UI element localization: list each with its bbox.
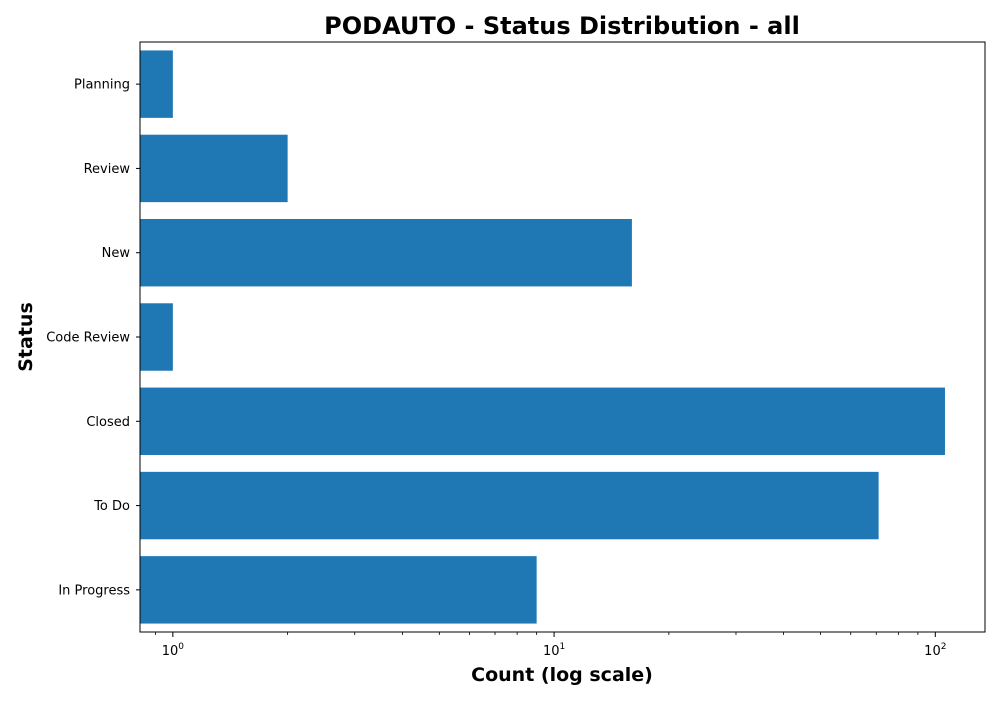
y-tick-label: To Do [93, 499, 130, 514]
x-axis-label: Count (log scale) [471, 664, 653, 686]
bars-layer [140, 50, 945, 624]
bar-review [140, 134, 288, 203]
y-tick-label: Closed [86, 415, 130, 430]
x-tick-label: 100 [162, 642, 185, 659]
y-tick-label: Planning [74, 78, 130, 93]
bar-closed [140, 387, 945, 455]
y-tick-label: In Progress [58, 583, 130, 598]
bar-planning [140, 50, 173, 118]
bar-to-do [140, 471, 879, 540]
plot-area-frame [139, 41, 986, 633]
y-tick-label: Review [84, 162, 131, 177]
y-axis-ticks: Planning Review New Code Review Closed To Do I… [46, 78, 140, 598]
y-axis-label: Status [15, 302, 37, 372]
chart-title: PODAUTO - Status Distribution - all [324, 12, 800, 40]
y-tick-label: New [102, 246, 131, 261]
bar-new [140, 219, 632, 287]
bar-in-progress [140, 556, 537, 624]
x-tick-label: 102 [924, 642, 946, 659]
y-tick-label: Code Review [46, 331, 130, 346]
x-axis-ticks: 100 101 102 [155, 632, 946, 659]
x-tick-label: 101 [543, 642, 565, 659]
bar-code-review [140, 303, 173, 371]
